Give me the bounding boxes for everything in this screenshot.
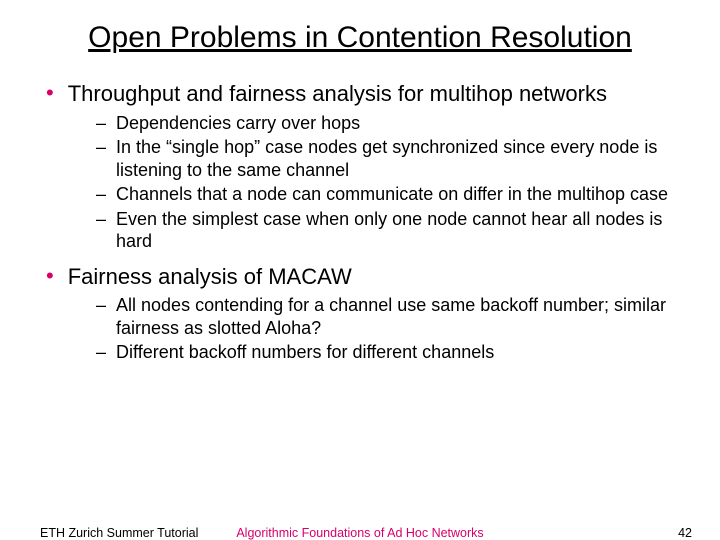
dash-marker-icon: –: [96, 183, 106, 206]
bullet-level2: – Channels that a node can communicate o…: [40, 183, 680, 206]
bullet-text: Different backoff numbers for different …: [116, 341, 494, 364]
dash-marker-icon: –: [96, 136, 106, 181]
dash-marker-icon: –: [96, 341, 106, 364]
bullet-text: Throughput and fairness analysis for mul…: [68, 80, 607, 108]
bullet-level1: • Throughput and fairness analysis for m…: [40, 80, 680, 108]
page-number: 42: [678, 526, 692, 540]
bullet-marker-icon: •: [46, 263, 54, 291]
dash-marker-icon: –: [96, 294, 106, 339]
bullet-text: Channels that a node can communicate on …: [116, 183, 668, 206]
bullet-text: Even the simplest case when only one nod…: [116, 208, 680, 253]
bullet-level2: – Dependencies carry over hops: [40, 112, 680, 135]
bullet-text: In the “single hop” case nodes get synch…: [116, 136, 680, 181]
bullet-level1: • Fairness analysis of MACAW: [40, 263, 680, 291]
dash-marker-icon: –: [96, 112, 106, 135]
bullet-text: Fairness analysis of MACAW: [68, 263, 352, 291]
bullet-text: Dependencies carry over hops: [116, 112, 360, 135]
footer-center: Algorithmic Foundations of Ad Hoc Networ…: [0, 526, 720, 540]
slide: Open Problems in Contention Resolution •…: [0, 0, 720, 540]
dash-marker-icon: –: [96, 208, 106, 253]
bullet-level2: – All nodes contending for a channel use…: [40, 294, 680, 339]
bullet-level2: – Different backoff numbers for differen…: [40, 341, 680, 364]
bullet-text: All nodes contending for a channel use s…: [116, 294, 680, 339]
slide-title: Open Problems in Contention Resolution: [40, 20, 680, 56]
bullet-level2: – Even the simplest case when only one n…: [40, 208, 680, 253]
bullet-marker-icon: •: [46, 80, 54, 108]
bullet-level2: – In the “single hop” case nodes get syn…: [40, 136, 680, 181]
